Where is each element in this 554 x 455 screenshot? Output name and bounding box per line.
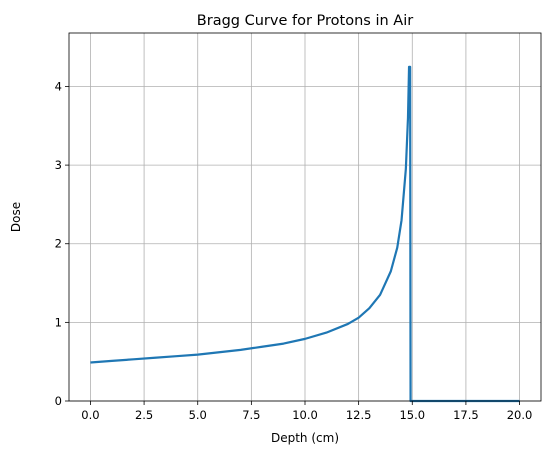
x-tick-label: 0.0	[81, 408, 99, 422]
series-layer	[90, 65, 520, 403]
y-tick-label: 2	[55, 237, 62, 251]
y-tick-label: 4	[55, 79, 62, 93]
x-axis-ticks: 0.0 2.5 5.0 7.5 10.0 12.5 15.0 17.5 20.0	[81, 401, 532, 422]
y-tick-label: 1	[55, 315, 62, 329]
chart-title: Bragg Curve for Protons in Air	[197, 13, 413, 29]
x-tick-label: 20.0	[507, 408, 533, 422]
x-tick-label: 5.0	[189, 408, 207, 422]
y-tick-label: 0	[55, 394, 62, 408]
x-axis-label: Depth (cm)	[271, 431, 339, 445]
y-tick-label: 3	[55, 158, 62, 172]
series-line-0	[90, 65, 520, 403]
x-tick-label: 7.5	[242, 408, 260, 422]
x-tick-label: 17.5	[453, 408, 479, 422]
grid-lines	[69, 33, 541, 402]
x-tick-label: 10.0	[292, 408, 318, 422]
x-tick-label: 2.5	[135, 408, 153, 422]
y-axis-label: Dose	[9, 202, 23, 232]
y-axis-ticks: 0 1 2 3 4	[55, 79, 69, 408]
x-tick-label: 15.0	[399, 408, 425, 422]
x-tick-label: 12.5	[346, 408, 372, 422]
